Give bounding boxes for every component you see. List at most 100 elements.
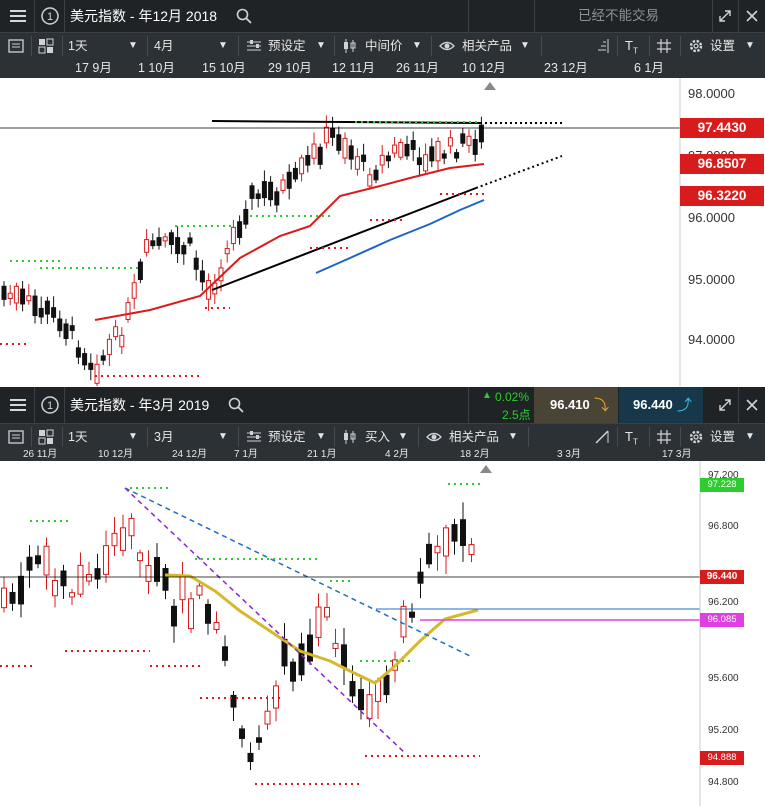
candlestick-icon[interactable]: [342, 429, 358, 448]
interval-select[interactable]: 1天: [68, 430, 88, 444]
candle-body: [44, 300, 50, 315]
eye-icon[interactable]: [439, 39, 455, 56]
crosshair-icon[interactable]: [656, 38, 672, 57]
candle-body: [106, 338, 112, 355]
top-chart-panel: 1 美元指数 - 年12月 2018 已经不能交易 1天 ▼ 4月 ▼ 预设定 …: [0, 0, 765, 386]
candle-body: [367, 174, 373, 187]
candle-body: [478, 124, 484, 143]
settings-button[interactable]: 设置: [710, 39, 736, 53]
expand-icon[interactable]: [717, 397, 733, 416]
eye-icon[interactable]: [426, 430, 442, 447]
chevron-down-icon[interactable]: ▼: [745, 431, 755, 442]
chevron-down-icon[interactable]: ▼: [218, 431, 228, 442]
candle-body: [349, 681, 356, 697]
preset-select[interactable]: 预设定: [268, 39, 306, 53]
sell-price: 96.410: [550, 397, 590, 412]
trend-dashed-purple: [124, 487, 406, 754]
chevron-down-icon[interactable]: ▼: [316, 431, 326, 442]
price-type-select[interactable]: 中间价: [365, 39, 403, 53]
chevron-down-icon[interactable]: ▼: [508, 431, 518, 442]
search-icon[interactable]: [228, 397, 244, 416]
candle-body: [429, 146, 435, 162]
crosshair-icon[interactable]: [656, 429, 672, 448]
candle-body: [187, 237, 193, 244]
y-axis-label: 96.0000: [688, 210, 735, 225]
chevron-down-icon[interactable]: ▼: [520, 40, 530, 51]
candle-body: [373, 169, 379, 181]
candle-body: [77, 564, 84, 595]
candle-body: [454, 152, 460, 159]
chevron-down-icon[interactable]: ▼: [412, 40, 422, 51]
top-date-axis: 17 9月 1 10月 15 10月 29 10月 12 11月 26 11月 …: [0, 58, 765, 78]
preset-icon[interactable]: [246, 39, 262, 56]
candle-body: [181, 245, 187, 255]
related-products-select[interactable]: 相关产品: [462, 39, 513, 53]
draw-line-icon[interactable]: [594, 429, 610, 448]
top-toolbar: 1天 ▼ 4月 ▼ 预设定 ▼ 中间价 ▼ 相关产品 ▼ TT 设置 ▼: [0, 32, 765, 59]
menu-icon[interactable]: [9, 7, 27, 25]
candle-body: [398, 141, 404, 158]
chevron-down-icon[interactable]: ▼: [398, 431, 408, 442]
drawing-tools-icon[interactable]: [594, 38, 610, 57]
top-price-chart[interactable]: 98.0000 97.0000 96.0000 95.0000 94.0000 …: [0, 78, 765, 386]
chevron-down-icon[interactable]: ▼: [218, 40, 228, 51]
candle-body: [86, 574, 92, 582]
chevron-down-icon[interactable]: ▼: [745, 40, 755, 51]
candle-body: [443, 527, 449, 557]
sell-button[interactable]: 96.410 ⤵: [534, 387, 618, 423]
candle-body: [366, 694, 373, 720]
arrow-down-icon: ⤵: [594, 397, 610, 414]
gear-icon[interactable]: [688, 38, 704, 57]
text-tool-icon[interactable]: TT: [625, 38, 638, 56]
candle-body: [348, 145, 354, 160]
candle-body: [305, 154, 311, 166]
buy-price: 96.440: [633, 397, 673, 412]
chevron-down-icon[interactable]: ▼: [128, 40, 138, 51]
related-products-select[interactable]: 相关产品: [449, 430, 500, 444]
link-group-icon[interactable]: 1: [40, 6, 60, 26]
layout-icon[interactable]: [38, 38, 54, 57]
settings-button[interactable]: 设置: [710, 430, 736, 444]
candle-body: [222, 646, 228, 661]
expand-icon[interactable]: [717, 8, 733, 24]
close-icon[interactable]: [745, 9, 759, 23]
range-select[interactable]: 3月: [154, 430, 174, 444]
layout-icon[interactable]: [38, 429, 54, 448]
candle-body: [383, 674, 390, 696]
close-icon[interactable]: [745, 398, 759, 415]
search-icon[interactable]: [236, 8, 252, 24]
interval-select[interactable]: 1天: [68, 39, 88, 53]
preset-select[interactable]: 预设定: [268, 430, 306, 444]
candle-body: [280, 179, 286, 192]
high-label: 97.228: [700, 478, 744, 492]
candle-body: [460, 519, 466, 546]
menu-icon[interactable]: [9, 396, 27, 417]
table-view-icon[interactable]: [8, 429, 24, 448]
chevron-down-icon[interactable]: ▼: [128, 431, 138, 442]
range-select[interactable]: 4月: [154, 39, 174, 53]
scroll-marker-icon[interactable]: [484, 82, 496, 90]
chevron-down-icon[interactable]: ▼: [316, 40, 326, 51]
candle-body: [447, 137, 453, 147]
preset-icon[interactable]: [246, 430, 262, 447]
candle-body: [441, 153, 447, 159]
candlestick-icon[interactable]: [342, 38, 358, 57]
candle-body: [286, 171, 292, 189]
date-label: 10 12月: [98, 449, 134, 460]
candle-body: [400, 605, 407, 638]
date-label: 12 11月: [332, 61, 375, 75]
gear-icon[interactable]: [688, 429, 704, 448]
table-view-icon[interactable]: [8, 38, 24, 57]
candle-body: [460, 133, 466, 144]
buy-price-select[interactable]: 买入: [365, 430, 391, 444]
link-group-icon[interactable]: 1: [40, 395, 60, 418]
candle-body: [274, 191, 280, 206]
scroll-marker-icon[interactable]: [480, 465, 492, 473]
text-tool-icon[interactable]: TT: [625, 429, 638, 447]
candle-body: [145, 564, 152, 582]
buy-button[interactable]: 96.440 ⤴: [619, 387, 703, 423]
candle-body: [82, 353, 88, 366]
candle-body: [268, 181, 274, 201]
candle-body: [361, 154, 367, 162]
bottom-price-chart[interactable]: 97.200 96.800 96.200 95.600 95.200 94.80…: [0, 461, 765, 806]
